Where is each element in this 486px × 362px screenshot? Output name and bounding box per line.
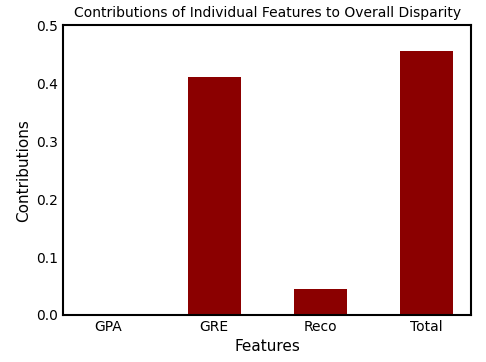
Title: Contributions of Individual Features to Overall Disparity: Contributions of Individual Features to …	[74, 6, 461, 20]
X-axis label: Features: Features	[234, 339, 300, 354]
Bar	[294, 289, 347, 315]
Bar	[400, 51, 453, 315]
Y-axis label: Contributions: Contributions	[16, 119, 31, 222]
Bar	[188, 77, 241, 315]
